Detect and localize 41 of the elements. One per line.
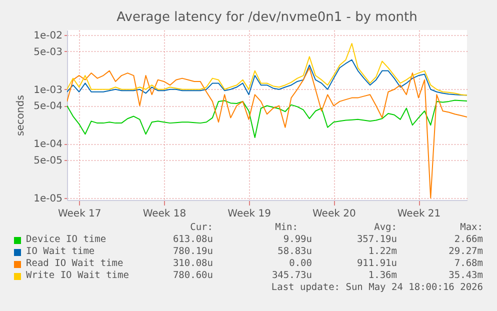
x-tick-label: Week 17 [58,208,102,220]
y-tick-label: 5e-03 [34,46,62,58]
legend-label: IO Wait time [26,246,95,257]
text: Max: [460,222,483,233]
text: Min: [275,222,298,233]
text: 29.27m [448,246,483,257]
y-tick-label: 5e-04 [34,101,62,112]
text: 310.08u [172,258,213,269]
text: 35.43m [448,270,483,281]
x-tick-label: Week 21 [397,208,441,220]
y-tick-label: 1e-03 [34,84,62,96]
text: 345.73u [272,270,312,281]
text: 58.83u [278,246,312,257]
y-tick-label: 1e-04 [34,139,62,150]
y-axis-title: seconds [16,95,27,136]
text: 1.22m [368,246,397,257]
text: 613.08u [172,234,213,245]
text: 2.66m [454,234,483,245]
text: 1.36m [368,270,397,281]
legend-label: Device IO time [26,234,106,245]
y-tick-label: 1e-02 [34,30,62,42]
x-tick-label: Week 20 [312,208,356,220]
x-tick-label: Week 19 [228,208,271,220]
text: 911.91u [356,258,397,269]
legend-label: Read IO Wait time [26,258,124,269]
text: 357.19u [356,234,397,245]
text: 7.68m [454,258,483,269]
text: Avg: [374,222,397,233]
line-series [67,100,467,138]
x-tick-label: Week 18 [142,208,186,220]
text: 0.00 [289,258,312,269]
text: 780.60u [172,270,213,281]
text: 780.19u [172,246,213,257]
text: 9.99u [283,234,312,245]
line-series [67,42,467,96]
text: Last update: Sun May 24 18:00:16 2026 [271,282,483,293]
chart-title: Average latency for /dev/nvme0n1 - by month [116,10,418,25]
text: Cur: [190,222,213,233]
y-tick-label: 5e-05 [34,156,62,167]
y-tick-label: 1e-05 [34,194,62,205]
legend-label: Write IO Wait time [26,270,129,281]
